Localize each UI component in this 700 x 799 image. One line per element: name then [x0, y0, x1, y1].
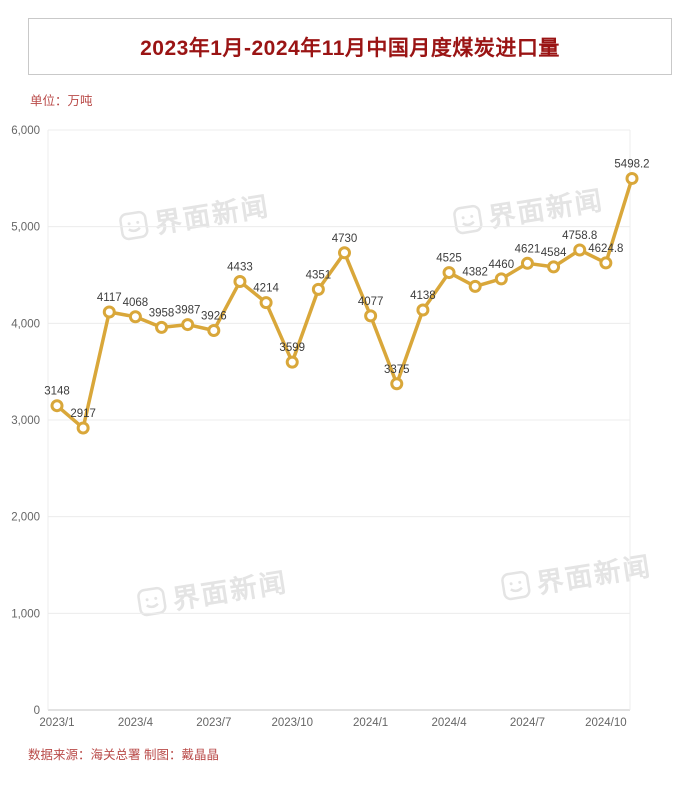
data-point-marker [128, 310, 142, 324]
chart-title: 2023年1月-2024年11月中国月度煤炭进口量 [140, 36, 560, 60]
source-credit: 数据来源：海关总署 制图：戴晶晶 [28, 748, 219, 762]
data-point-label: 4068 [123, 297, 149, 309]
x-tick-label: 2023/10 [271, 717, 313, 729]
x-tick-label: 2023/1 [39, 717, 74, 729]
data-point-marker [311, 282, 325, 296]
x-tick-label: 2024/4 [431, 717, 467, 729]
data-point-marker [76, 421, 90, 435]
data-point-marker [155, 320, 169, 334]
data-point-marker [233, 274, 247, 288]
jiemian-logo-icon [451, 202, 485, 236]
data-point-label: 4584 [541, 247, 567, 259]
y-tick-label: 5,000 [11, 222, 40, 234]
data-point-label: 3375 [384, 364, 410, 376]
data-point-marker [599, 256, 613, 270]
x-tick-label: 2024/7 [510, 717, 545, 729]
data-point-marker [442, 266, 456, 280]
x-tick-label: 2024/1 [353, 717, 388, 729]
data-point-marker [102, 305, 116, 319]
data-point-label: 4621 [515, 243, 541, 255]
data-point-label: 4117 [97, 292, 122, 304]
data-point-label: 4624.8 [588, 243, 623, 255]
y-tick-label: 6,000 [11, 125, 40, 137]
chart-title-box: 2023年1月-2024年11月中国月度煤炭进口量 [28, 18, 672, 75]
data-point-label: 4382 [462, 266, 488, 278]
y-tick-label: 3,000 [11, 415, 40, 427]
data-point-label: 4433 [227, 261, 253, 273]
data-point-marker [50, 399, 64, 413]
data-point-label: 4077 [358, 296, 384, 308]
x-tick-label: 2023/4 [118, 717, 154, 729]
data-point-marker [494, 272, 508, 286]
data-point-marker [547, 260, 561, 274]
data-point-marker [181, 318, 195, 332]
data-point-label: 4525 [436, 253, 462, 265]
data-point-label: 4214 [253, 283, 279, 295]
data-point-label: 4730 [332, 233, 358, 245]
jiemian-logo-icon [499, 568, 533, 602]
unit-label: 单位：万吨 [30, 94, 93, 108]
y-tick-label: 0 [34, 705, 40, 717]
data-point-label: 3148 [44, 386, 70, 398]
data-point-label: 2917 [70, 408, 96, 420]
data-point-marker [573, 243, 587, 257]
data-point-marker [207, 323, 221, 337]
data-point-marker [625, 172, 639, 186]
data-point-marker [390, 377, 404, 391]
data-point-label: 3958 [149, 307, 175, 319]
data-point-marker [520, 256, 534, 270]
data-point-label: 4138 [410, 290, 436, 302]
data-point-marker [338, 246, 351, 260]
y-tick-label: 1,000 [11, 608, 40, 620]
data-point-label: 3926 [201, 310, 227, 322]
data-point-label: 4351 [306, 269, 332, 281]
data-point-label: 5498.2 [614, 159, 649, 171]
data-point-marker [259, 296, 273, 310]
y-tick-label: 2,000 [11, 512, 40, 524]
data-point-label: 3987 [175, 305, 201, 317]
x-tick-label: 2023/7 [196, 717, 231, 729]
y-tick-label: 4,000 [11, 318, 40, 330]
x-tick-label: 2024/10 [585, 717, 627, 729]
data-point-marker [468, 279, 482, 293]
data-point-marker [285, 355, 299, 369]
data-point-label: 3599 [279, 342, 305, 354]
data-point-marker [364, 309, 378, 323]
data-point-marker [416, 303, 430, 317]
watermark: 界面新闻 [498, 544, 654, 606]
watermark: 界面新闻 [450, 178, 606, 240]
coal-imports-line-chart: 0 1,000 2,000 3,000 4,000 5,000 6,000 2023/1 202… [11, 125, 649, 729]
data-point-label: 4758.8 [562, 230, 597, 242]
data-point-label: 4460 [489, 259, 515, 271]
